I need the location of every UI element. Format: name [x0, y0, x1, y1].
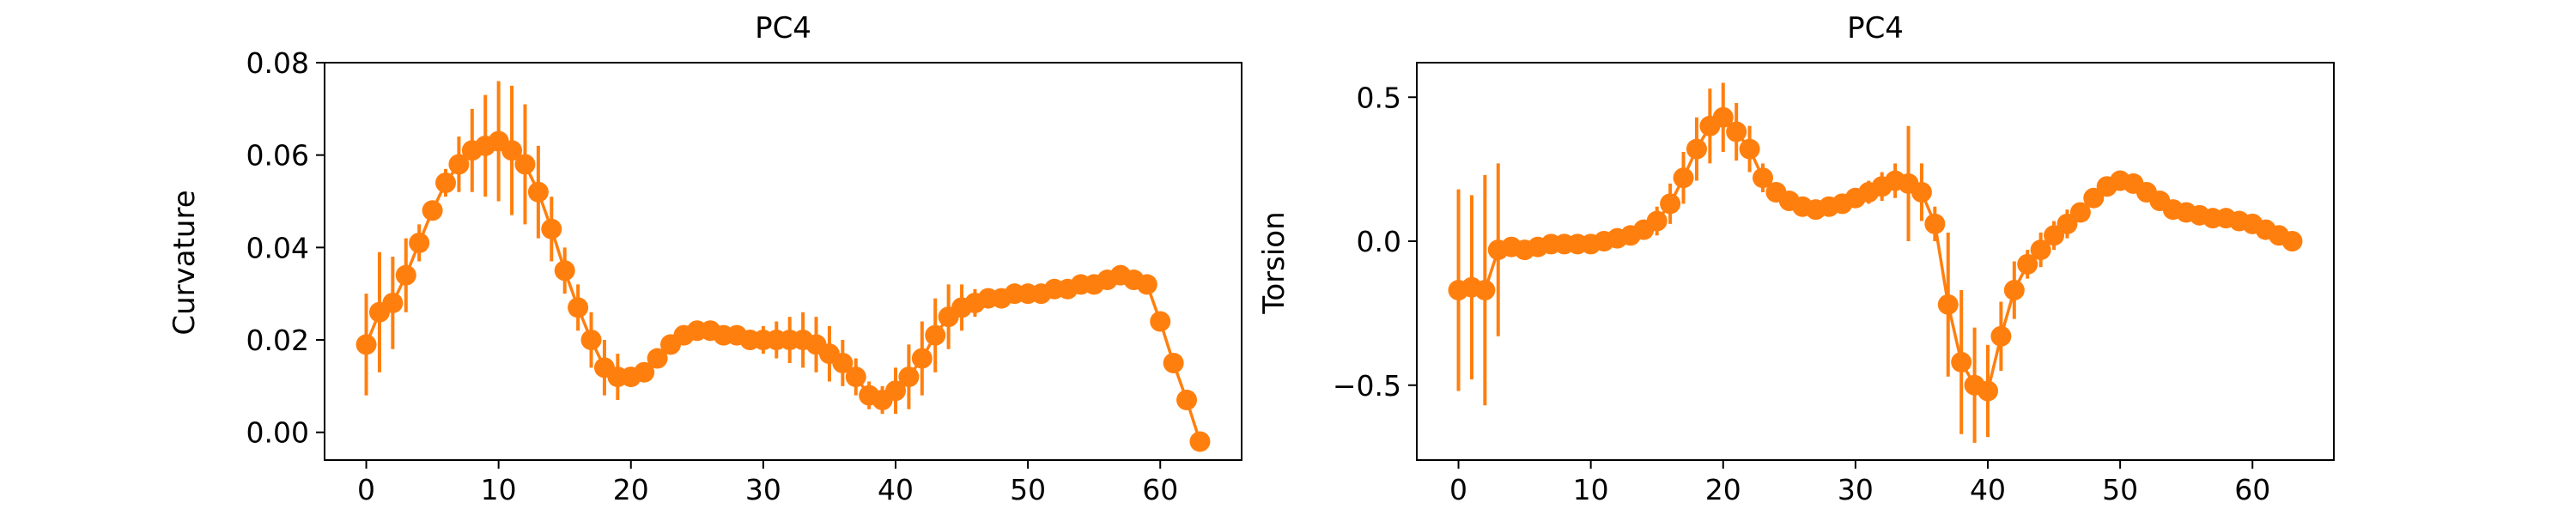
- torsion-x-tick-label: 60: [2234, 473, 2270, 506]
- torsion-data-point: [1951, 351, 1972, 373]
- torsion-data-point: [1726, 121, 1747, 142]
- curvature-data-point: [1189, 431, 1211, 452]
- curvature-data-point: [527, 181, 549, 203]
- torsion-x-tick-label: 40: [1970, 473, 2006, 506]
- torsion-y-tick-label: 0.0: [1357, 225, 1401, 258]
- curvature-x-tick-label: 50: [1010, 473, 1046, 506]
- curvature-data-point: [911, 348, 933, 369]
- torsion-data-point: [1753, 167, 1774, 189]
- torsion-x-tick-label: 0: [1449, 473, 1467, 506]
- curvature-data-point: [422, 200, 443, 221]
- curvature-data-point: [435, 172, 457, 193]
- torsion-x-tick-label: 30: [1838, 473, 1874, 506]
- curvature-data-point: [898, 367, 920, 388]
- curvature-data-point: [409, 232, 430, 253]
- curvature-x-tick-label: 30: [745, 473, 781, 506]
- curvature-x-tick-label: 60: [1142, 473, 1178, 506]
- curvature-data-point: [448, 154, 470, 175]
- torsion-data-point: [1712, 106, 1734, 128]
- curvature-x-tick-label: 40: [878, 473, 914, 506]
- torsion-data-point: [1673, 167, 1694, 189]
- curvature-data-point: [395, 264, 416, 286]
- curvature-chart-title: PC4: [755, 11, 811, 45]
- curvature-data-point: [568, 297, 589, 318]
- curvature-data-point: [382, 292, 404, 313]
- curvature-data-point: [1163, 352, 1184, 373]
- torsion-data-point: [1977, 380, 1998, 402]
- curvature-data-point: [1150, 311, 1171, 332]
- torsion-data-point: [1474, 280, 1496, 301]
- torsion-data-point: [1686, 138, 1707, 160]
- curvature-y-tick-label: 0.04: [246, 231, 309, 264]
- torsion-data-point: [1739, 138, 1760, 160]
- torsion-data-point: [2069, 202, 2091, 223]
- curvature-data-point: [501, 140, 523, 161]
- torsion-panel: PC4 Torsion 0 10 20 30 40 50 60 −0.5 0.0 0.5: [1257, 11, 2335, 506]
- curvature-data-point: [514, 154, 536, 175]
- torsion-data-point: [2017, 253, 2038, 275]
- torsion-axes-frame: [1416, 62, 2335, 461]
- torsion-plot-area: [1448, 82, 2303, 443]
- curvature-y-tick-label: 0.08: [246, 46, 309, 80]
- curvature-y-tick-label: 0.02: [246, 324, 309, 357]
- curvature-data-point: [884, 380, 906, 402]
- curvature-data-point: [1176, 390, 1198, 411]
- curvature-data-point: [1136, 274, 1157, 295]
- torsion-x-tick-label: 10: [1573, 473, 1609, 506]
- curvature-data-point: [925, 324, 946, 346]
- torsion-y-tick-label: −0.5: [1333, 369, 1401, 403]
- curvature-data-point: [541, 218, 562, 239]
- curvature-x-tick-label: 0: [357, 473, 375, 506]
- curvature-data-point: [845, 367, 866, 388]
- curvature-y-tick-label: 0.00: [246, 416, 309, 450]
- curvature-data-point: [580, 330, 602, 351]
- torsion-data-point: [1646, 210, 1668, 232]
- torsion-y-tick-label: 0.5: [1357, 81, 1401, 114]
- torsion-data-point: [2030, 239, 2051, 261]
- torsion-x-tick-label: 20: [1705, 473, 1741, 506]
- torsion-data-point: [1990, 325, 2012, 347]
- torsion-data-point: [1937, 294, 1959, 315]
- curvature-data-point: [554, 260, 575, 282]
- torsion-data-point: [1911, 181, 1932, 203]
- curvature-x-tick-label: 10: [481, 473, 517, 506]
- curvature-x-tick-label: 20: [613, 473, 649, 506]
- torsion-data-point: [1660, 193, 1681, 215]
- torsion-data-point: [2281, 231, 2303, 252]
- torsion-chart-title: PC4: [1847, 11, 1904, 45]
- torsion-data-point: [2003, 280, 2025, 301]
- curvature-y-axis-label: Curvature: [167, 190, 202, 335]
- torsion-data-point: [1924, 213, 1946, 234]
- curvature-data-point: [355, 334, 377, 355]
- curvature-y-tick-label: 0.06: [246, 139, 309, 173]
- curvature-data-point: [647, 348, 668, 369]
- curvature-plot-area: [355, 81, 1211, 452]
- curvature-data-point: [634, 361, 655, 383]
- curvature-panel: PC4 Curvature 0 10 20 30 40 50 60 0.00 0.02 0.04 0…: [167, 11, 1242, 506]
- curvature-axes-frame: [324, 62, 1242, 461]
- curvature-data-point: [832, 352, 854, 373]
- torsion-x-tick-label: 50: [2102, 473, 2138, 506]
- torsion-y-axis-label: Torsion: [1257, 211, 1291, 314]
